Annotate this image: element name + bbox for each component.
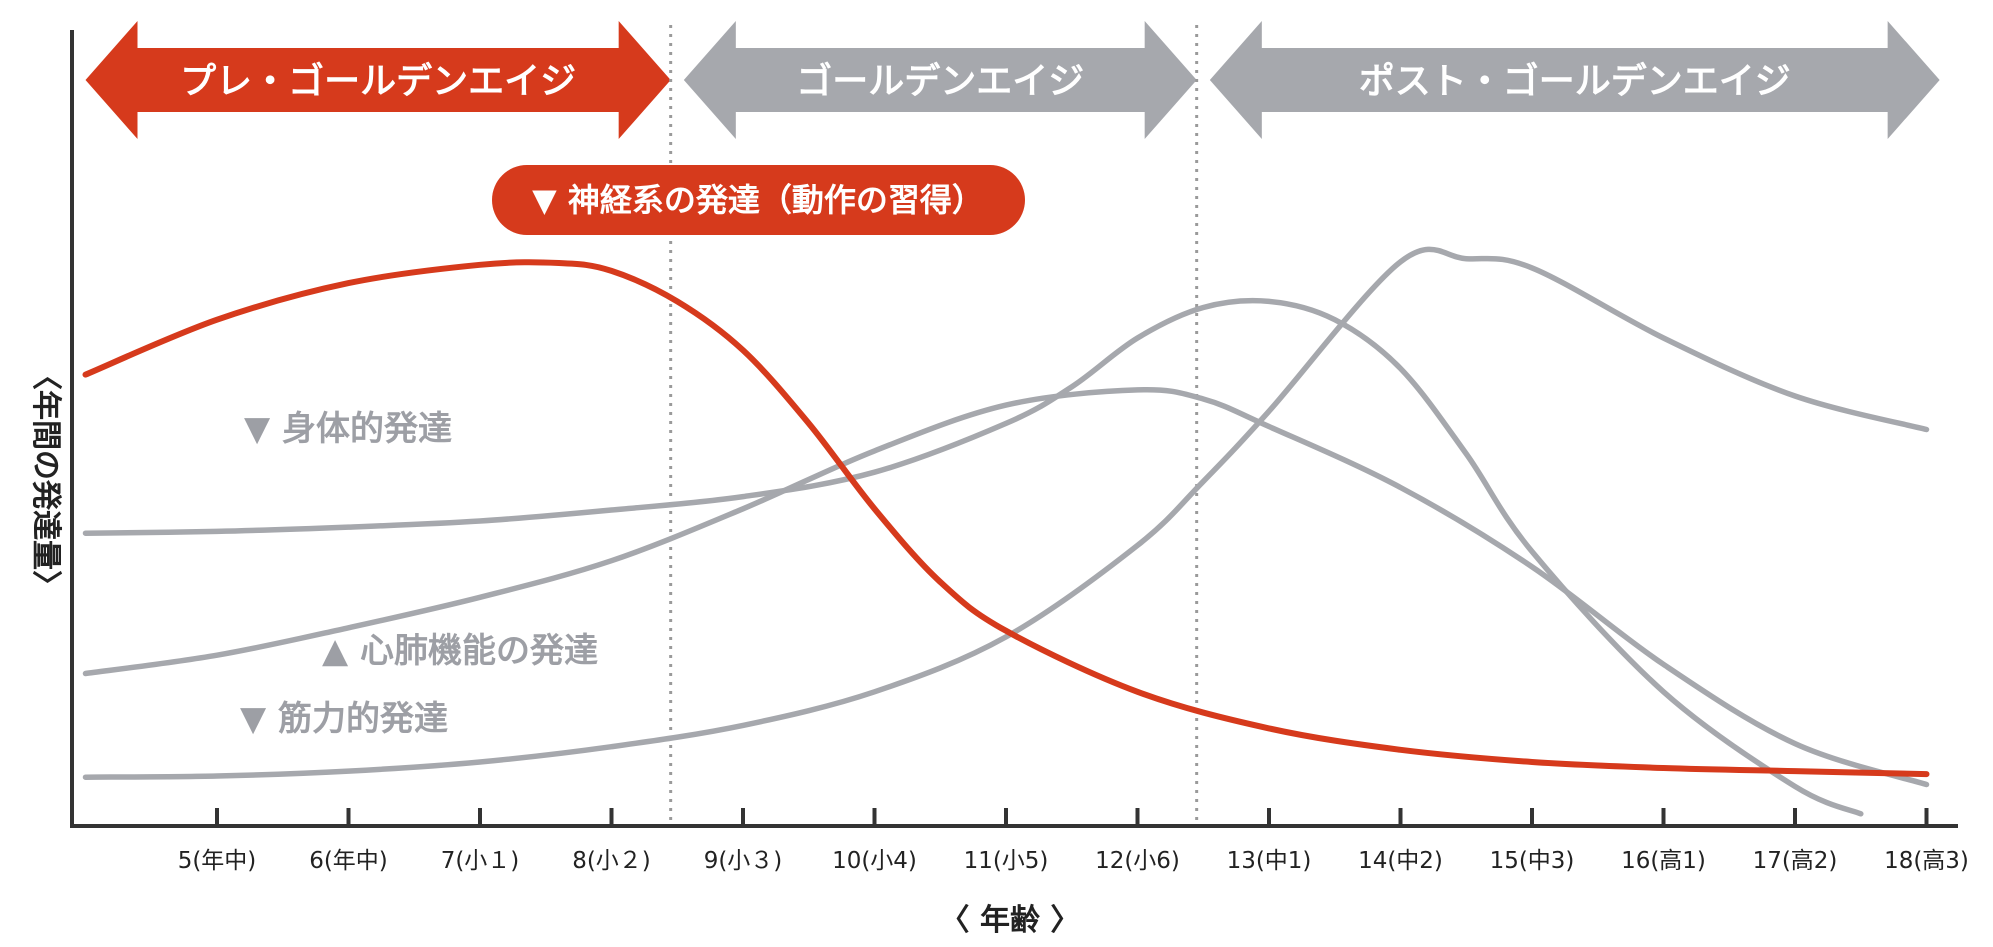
x-tick-label: 15(中3) xyxy=(1490,848,1575,874)
phase-label: ポスト・ゴールデンエイジ xyxy=(1359,60,1791,102)
phase-arrow xyxy=(683,21,1197,139)
cardio-curve xyxy=(82,386,1930,788)
phase-arrow xyxy=(85,21,671,139)
x-tick-label: 18(高3) xyxy=(1884,848,1969,874)
x-tick-label: 6(年中) xyxy=(309,848,388,874)
x-tick-label: 5(年中) xyxy=(178,848,257,874)
neural-label-badge: ▼ 神経系の発達（動作の習得） xyxy=(492,165,1025,235)
strength-series-label: ▼ 筋力的発達 xyxy=(240,699,448,739)
phase-post-golden-age: ポスト・ゴールデンエイジ xyxy=(1209,21,1940,139)
x-tick-label: 16(高1) xyxy=(1621,848,1706,874)
y-axis-title: 〈年間の発達量〉 xyxy=(28,360,63,600)
axes xyxy=(70,30,1958,828)
phase-dividers xyxy=(669,25,1199,826)
neural-label-background xyxy=(492,165,1025,235)
x-axis-title: 〈 年齢 〉 xyxy=(940,903,1081,938)
curves xyxy=(82,246,1930,817)
physical-series-label: ▼ 身体的発達 xyxy=(244,409,452,449)
cardio-series-label: ▲ 心肺機能の発達 xyxy=(322,631,598,671)
phase-pre-golden-age: プレ・ゴールデンエイジ xyxy=(85,21,671,139)
phase-arrow xyxy=(1209,21,1940,139)
x-tick-label: 10(小4) xyxy=(832,848,917,874)
x-tick-label: 7(小１) xyxy=(441,848,520,874)
x-tick-label: 9(小３) xyxy=(704,848,783,874)
neural-curve xyxy=(82,259,1930,778)
physical-curve xyxy=(82,297,1864,817)
x-tick-label: 8(小２) xyxy=(572,848,651,874)
x-tick-label: 12(小6) xyxy=(1095,848,1180,874)
x-tick-label: 13(中1) xyxy=(1227,848,1312,874)
strength-curve xyxy=(82,246,1930,780)
x-ticks: 5(年中) 6(年中) 7(小１) 8(小２) 9(小３) 10(小4) 11(小5) 12(… xyxy=(178,808,1969,874)
neural-series-label: ▼ 神経系の発達（動作の習得） xyxy=(532,181,984,219)
phase-label: プレ・ゴールデンエイジ xyxy=(180,60,576,102)
phase-golden-age: ゴールデンエイジ xyxy=(683,21,1197,139)
phase-label: ゴールデンエイジ xyxy=(796,60,1084,102)
x-tick-label: 11(小5) xyxy=(964,848,1049,874)
phase-arrows: プレ・ゴールデンエイジ ゴールデンエイジ ポスト・ゴールデンエイジ xyxy=(85,21,1940,139)
x-tick-label: 14(中2) xyxy=(1358,848,1443,874)
x-tick-label: 17(高2) xyxy=(1753,848,1838,874)
